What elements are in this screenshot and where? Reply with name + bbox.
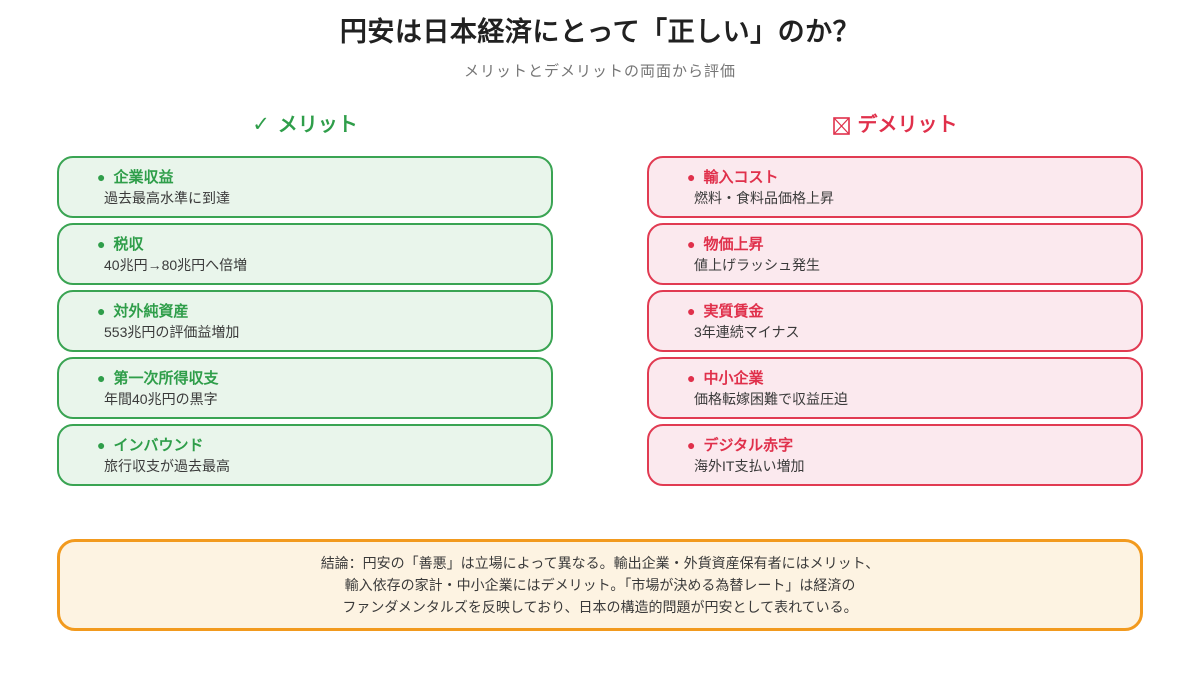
merit-card-label: 対外純資産	[113, 302, 189, 320]
comparison-columns: ✓ メリット ● 企業収益 過去最高水準に到達 ● 税収 40兆円→80兆円へ倍増 …	[0, 113, 1200, 491]
page-title: 円安は日本経済にとって「正しい」のか？	[339, 17, 861, 47]
merit-card-title: ● インバウンド	[97, 435, 535, 456]
demerit-card-label: 中小企業	[703, 369, 764, 387]
merit-card-title: ● 第一次所得収支	[97, 368, 535, 389]
demerit-card-title: ● 物価上昇	[687, 234, 1125, 255]
demerit-card-detail: 価格転嫁困難で収益圧迫	[694, 390, 848, 407]
demerit-card-title: ● デジタル赤字	[687, 435, 1125, 456]
merit-card-detail: 40兆円→80兆円へ倍増	[104, 256, 248, 273]
demerit-card-label: 輸入コスト	[703, 168, 779, 186]
page-subtitle: メリットとデメリットの両面から評価	[463, 63, 736, 80]
bullet-icon: ●	[97, 436, 106, 453]
merit-card-title: ● 税収	[97, 234, 535, 255]
demerit-card-label: 実質賃金	[703, 302, 764, 320]
merit-card-detail: 年間40兆円の黒字	[104, 390, 218, 407]
merits-header-label: メリット	[277, 114, 358, 136]
ballot-x-icon	[832, 116, 850, 135]
bullet-icon: ●	[97, 168, 106, 185]
merit-card-label: 企業収益	[113, 168, 174, 186]
merit-card-net-foreign-assets: ● 対外純資産 553兆円の評価益増加	[57, 290, 553, 352]
bullet-icon: ●	[97, 302, 106, 319]
conclusion-line: 結論：円安の「善悪」は立場によって異なる。輸出企業・外貨資産保有者にはメリット、	[320, 555, 880, 571]
merit-card-label: インバウンド	[113, 436, 204, 454]
merit-card-title: ● 対外純資産	[97, 301, 535, 322]
demerits-header: デメリット	[647, 113, 1143, 137]
conclusion-box: 結論：円安の「善悪」は立場によって異なる。輸出企業・外貨資産保有者にはメリット、…	[57, 539, 1143, 631]
demerit-card-smes: ● 中小企業 価格転嫁困難で収益圧迫	[647, 357, 1143, 419]
demerit-card-price-rises: ● 物価上昇 値上げラッシュ発生	[647, 223, 1143, 285]
merit-card-detail: 過去最高水準に到達	[104, 189, 230, 206]
demerit-card-detail: 燃料・食料品価格上昇	[694, 189, 834, 206]
demerits-column: デメリット ● 輸入コスト 燃料・食料品価格上昇 ● 物価上昇 値上げラッシュ発生 …	[647, 113, 1143, 491]
demerit-card-label: 物価上昇	[703, 235, 764, 253]
merit-card-detail: 旅行収支が過去最高	[104, 457, 230, 474]
demerit-card-real-wages: ● 実質賃金 3年連続マイナス	[647, 290, 1143, 352]
conclusion-line: ファンダメンタルズを反映しており、日本の構造的問題が円安として表れている。	[342, 599, 858, 615]
demerit-card-detail: 海外IT支払い増加	[694, 457, 805, 474]
conclusion-line: 輸入依存の家計・中小企業にはデメリット。「市場が決める為替レート」は経済の	[344, 577, 856, 593]
merit-card-label: 税収	[113, 235, 144, 253]
merit-card-label: 第一次所得収支	[113, 369, 219, 387]
merit-card-corporate-profits: ● 企業収益 過去最高水準に到達	[57, 156, 553, 218]
merits-column: ✓ メリット ● 企業収益 過去最高水準に到達 ● 税収 40兆円→80兆円へ倍増 …	[57, 113, 553, 491]
merit-card-title: ● 企業収益	[97, 167, 535, 188]
bullet-icon: ●	[97, 235, 106, 252]
demerit-card-digital-deficit: ● デジタル赤字 海外IT支払い増加	[647, 424, 1143, 486]
demerit-card-import-costs: ● 輸入コスト 燃料・食料品価格上昇	[647, 156, 1143, 218]
bullet-icon: ●	[97, 369, 106, 386]
demerit-card-label: デジタル赤字	[703, 436, 794, 454]
bullet-icon: ●	[687, 168, 696, 185]
bullet-icon: ●	[687, 436, 696, 453]
demerit-card-detail: 3年連続マイナス	[694, 323, 800, 340]
demerit-card-detail: 値上げラッシュ発生	[694, 256, 820, 273]
demerit-card-title: ● 輸入コスト	[687, 167, 1125, 188]
bullet-icon: ●	[687, 302, 696, 319]
check-icon: ✓	[252, 113, 270, 136]
bullet-icon: ●	[687, 235, 696, 252]
merits-header: ✓ メリット	[57, 113, 553, 137]
merit-card-detail: 553兆円の評価益増加	[104, 323, 240, 340]
merit-card-inbound: ● インバウンド 旅行収支が過去最高	[57, 424, 553, 486]
demerit-card-title: ● 中小企業	[687, 368, 1125, 389]
merit-card-primary-income: ● 第一次所得収支 年間40兆円の黒字	[57, 357, 553, 419]
demerit-card-title: ● 実質賃金	[687, 301, 1125, 322]
merit-card-tax-revenue: ● 税収 40兆円→80兆円へ倍増	[57, 223, 553, 285]
demerits-header-label: デメリット	[857, 114, 958, 136]
bullet-icon: ●	[687, 369, 696, 386]
